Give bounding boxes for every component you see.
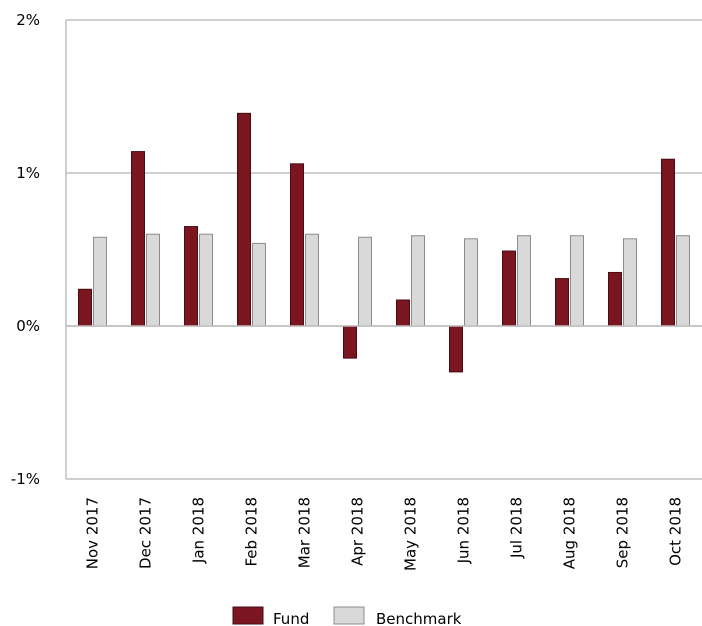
bar-benchmark-apr-2018: [358, 236, 372, 327]
x-tick-label: Jul 2018: [508, 497, 526, 559]
legend-swatch-fund: [232, 606, 264, 625]
x-tick-label: Aug 2018: [561, 497, 579, 569]
x-tick-label: Feb 2018: [243, 497, 261, 567]
bar-benchmark-jun-2018: [464, 238, 478, 327]
bar-fund-mar-2018: [290, 163, 304, 327]
y-tick-label: 2%: [16, 11, 40, 29]
x-axis-tick-labels: Nov 2017 Dec 2017 Jan 2018 Feb 2018 Mar 2018…: [84, 497, 685, 571]
x-tick-label: Jan 2018: [190, 497, 208, 564]
x-tick-label: Mar 2018: [296, 497, 314, 568]
y-tick-label: -1%: [11, 470, 40, 488]
bar-fund-dec-2017: [131, 151, 145, 327]
x-tick-label: Oct 2018: [667, 497, 685, 566]
bar-fund-sep-2018: [608, 271, 622, 327]
bar-fund-oct-2018: [661, 158, 675, 327]
bar-fund-may-2018: [396, 299, 410, 327]
bar-benchmark-may-2018: [411, 235, 425, 327]
y-tick-label: 1%: [16, 164, 40, 182]
bar-benchmark-nov-2017: [93, 236, 107, 327]
bar-fund-jan-2018: [184, 226, 198, 327]
x-tick-label: May 2018: [402, 497, 420, 571]
legend-label-benchmark: Benchmark: [376, 610, 462, 626]
bar-benchmark-aug-2018: [570, 235, 584, 327]
bar-fund-apr-2018: [343, 325, 357, 359]
bar-fund-nov-2017: [78, 288, 92, 327]
bar-fund-aug-2018: [555, 278, 569, 327]
bar-fund-jun-2018: [449, 325, 463, 373]
x-tick-label: Dec 2017: [137, 497, 155, 569]
bars: [78, 112, 690, 373]
bar-benchmark-feb-2018: [252, 242, 266, 327]
bar-fund-jul-2018: [502, 250, 516, 327]
bar-benchmark-oct-2018: [676, 235, 690, 327]
x-tick-label: Apr 2018: [349, 497, 367, 566]
bar-benchmark-jan-2018: [199, 233, 213, 327]
y-axis-tick-labels: 2% 1% 0% -1%: [11, 11, 40, 488]
x-tick-label: Jun 2018: [455, 497, 473, 564]
legend-label-fund: Fund: [273, 610, 309, 626]
bar-benchmark-sep-2018: [623, 238, 637, 327]
bar-benchmark-mar-2018: [305, 233, 319, 327]
bar-fund-feb-2018: [237, 112, 251, 327]
x-tick-label: Nov 2017: [84, 497, 102, 569]
x-tick-label: Sep 2018: [614, 497, 632, 568]
bar-benchmark-dec-2017: [146, 233, 160, 327]
bar-benchmark-jul-2018: [517, 235, 531, 327]
legend-swatch-benchmark: [333, 606, 365, 625]
y-tick-label: 0%: [16, 317, 40, 335]
gridlines: [66, 19, 702, 480]
legend: Fund Benchmark: [232, 606, 462, 626]
